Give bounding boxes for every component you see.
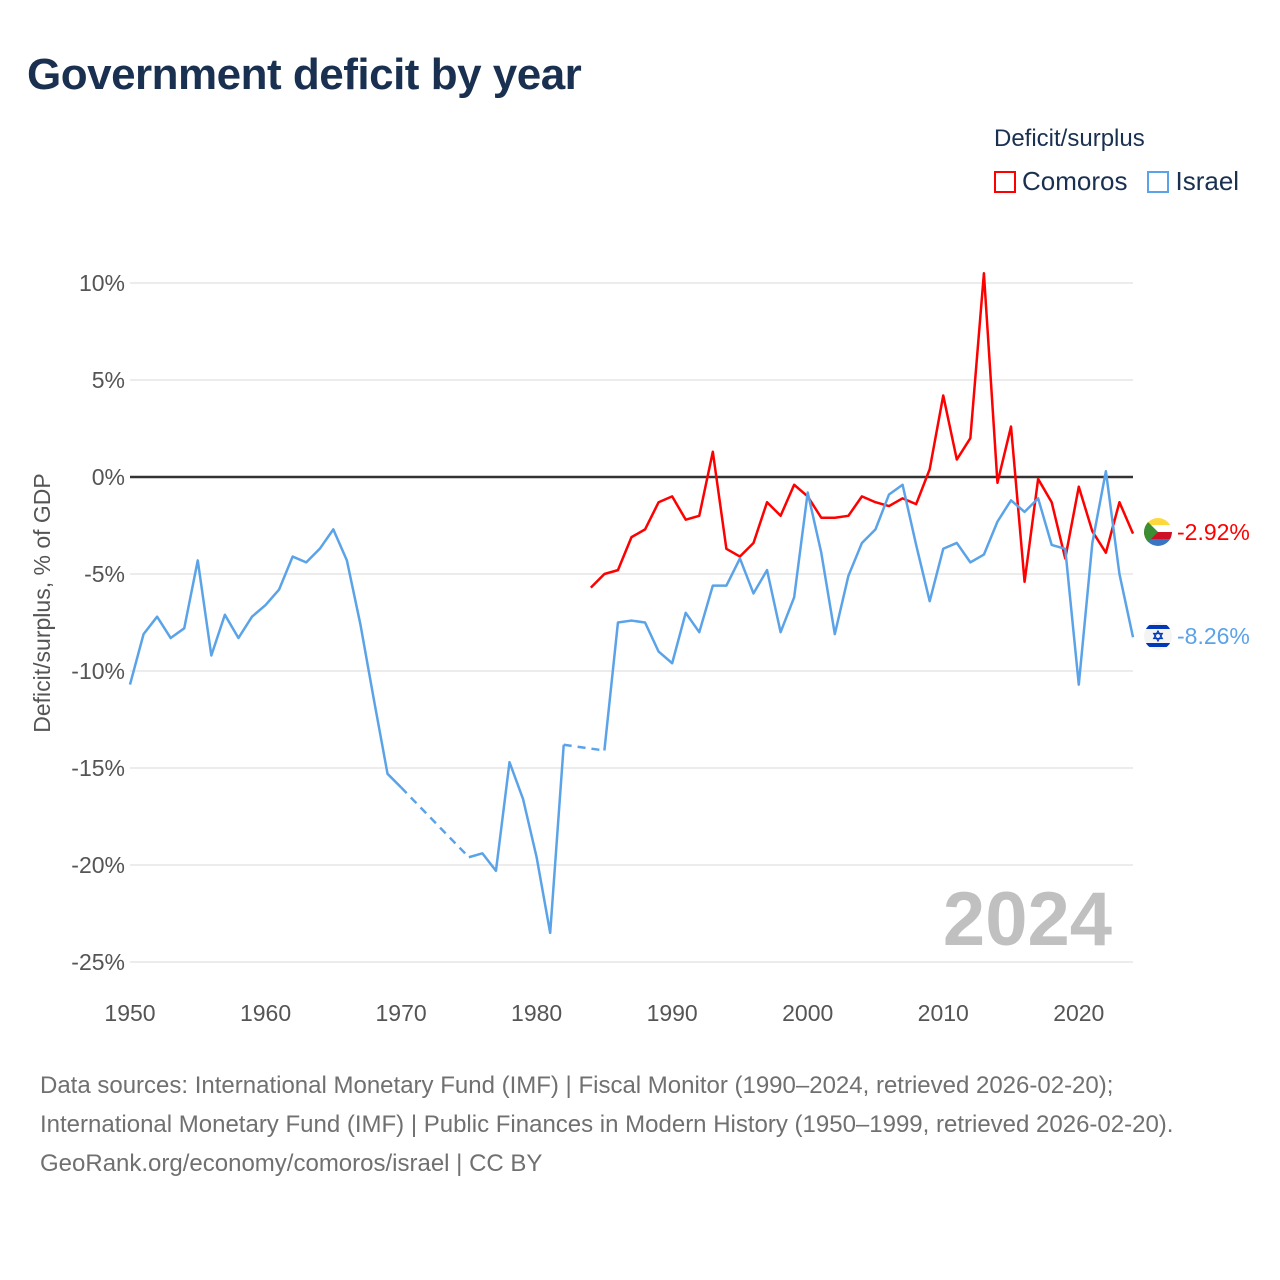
y-tick-label: 5% [92,367,125,393]
legend-item-israel[interactable]: Israel [1147,166,1239,197]
comoros-end-label: -2.92% [1177,519,1250,545]
y-tick-label: 0% [92,464,125,490]
x-tick-label: 1950 [104,1000,155,1026]
legend-swatch-comoros [994,170,1016,193]
x-tick-label: 1970 [375,1000,426,1026]
x-tick-label: 1980 [511,1000,562,1026]
chart-title: Government deficit by year [27,50,582,99]
legend-title: Deficit/surplus [994,125,1145,152]
credit-link[interactable]: GeoRank.org/economy/comoros/israel | CC … [40,1150,543,1177]
y-axis-label: Deficit/surplus, % of GDP [29,473,55,732]
y-tick-label: -25% [71,949,125,975]
comoros-series-line [589,272,1135,589]
israel-series-line [128,469,1135,935]
y-tick-label: -10% [71,658,125,684]
y-tick-label: 10% [79,270,125,296]
x-tick-label: 1990 [647,1000,698,1026]
israel-flag-icon [1144,622,1172,650]
comoros-flag-icon [1144,518,1172,546]
israel-end-label: -8.26% [1177,623,1250,649]
israel-series-gap-line [400,743,605,859]
x-tick-label: 1960 [240,1000,291,1026]
x-tick-label: 2020 [1053,1000,1104,1026]
x-tick-label: 2010 [918,1000,969,1026]
y-tick-label: -20% [71,852,125,878]
plot-area: 10% 5% 0% -5% -10% -15% -20% -25% 1950 1960 1970 19… [29,270,1250,1026]
legend-swatch-israel [1147,170,1170,193]
y-tick-label: -15% [71,755,125,781]
year-watermark: 2024 [943,877,1112,962]
legend-item-comoros[interactable]: Comoros [994,166,1127,197]
data-sources: Data sources: International Monetary Fun… [40,1072,1174,1138]
x-tick-label: 2000 [782,1000,833,1026]
y-tick-label: -5% [84,561,125,587]
legend-label: Israel [1175,166,1240,196]
legend-label: Comoros [1022,166,1128,196]
legend: Comoros Israel [994,166,1239,197]
footer: Data sources: International Monetary Fun… [40,1066,1240,1183]
